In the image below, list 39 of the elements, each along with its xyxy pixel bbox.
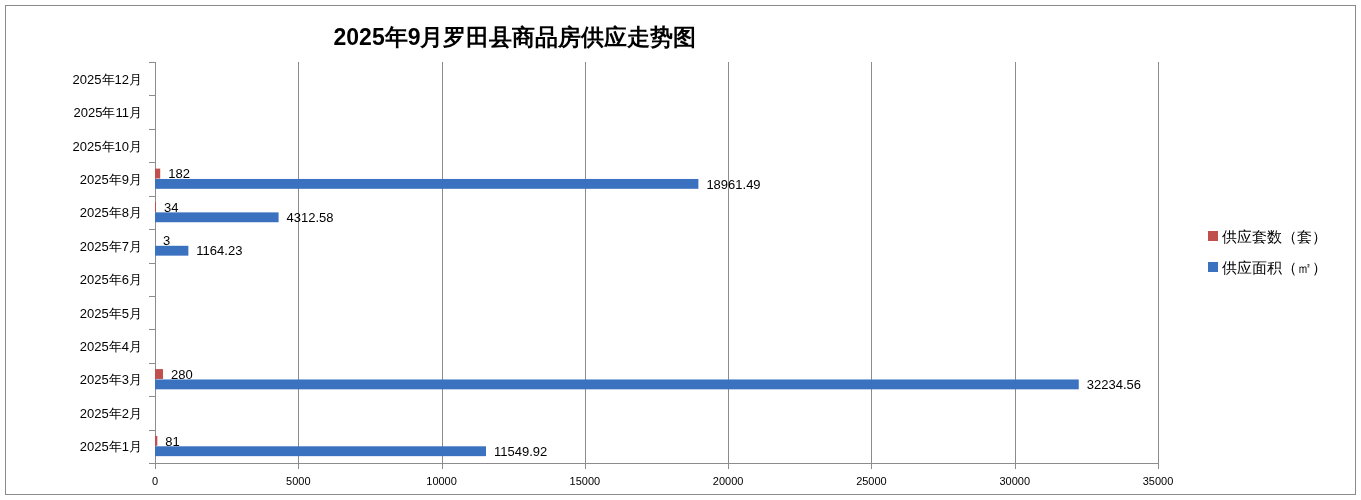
data-label: 3 — [163, 233, 171, 249]
y-tick-label: 2025年11月 — [73, 105, 142, 121]
bar — [155, 379, 1079, 390]
x-tick-label: 25000 — [856, 475, 887, 487]
x-tick-label: 30000 — [999, 475, 1031, 487]
data-label: 11549.92 — [493, 443, 548, 459]
y-tick-label: 2025年3月 — [79, 372, 142, 388]
y-tick-label: 2025年7月 — [79, 238, 142, 254]
y-tick-label: 2025年1月 — [79, 439, 142, 455]
y-tick-label: 2025年6月 — [79, 272, 142, 288]
chart-title: 2025年9月罗田县商品房供应走势图 — [333, 24, 697, 50]
bar — [155, 178, 699, 189]
data-label: 81 — [165, 433, 180, 449]
x-tick-label: 10000 — [426, 475, 457, 487]
x-tick-label: 15000 — [569, 475, 601, 487]
data-label: 34 — [163, 199, 179, 215]
data-label: 18961.49 — [706, 176, 761, 192]
bar — [155, 245, 189, 256]
data-label: 4312.58 — [286, 210, 334, 226]
y-tick-label: 2025年9月 — [79, 171, 142, 187]
y-tick-label: 2025年10月 — [72, 138, 142, 154]
data-label: 280 — [171, 366, 193, 382]
bar — [155, 446, 486, 457]
x-tick-label: 0 — [151, 475, 159, 487]
y-tick-label: 2025年4月 — [79, 339, 142, 355]
legend-label: 供应套数（套） — [1222, 228, 1327, 245]
y-tick-label: 2025年12月 — [72, 71, 142, 87]
bar — [155, 369, 164, 379]
x-tick-label: 5000 — [286, 475, 311, 487]
x-tick-label: 20000 — [712, 475, 744, 487]
y-tick-label: 2025年8月 — [79, 205, 142, 221]
y-tick-label: 2025年5月 — [79, 305, 142, 321]
x-tick-label: 35000 — [1142, 475, 1174, 487]
data-label: 32234.56 — [1086, 377, 1141, 393]
y-tick-label: 2025年2月 — [79, 405, 142, 421]
data-label: 182 — [168, 166, 190, 182]
bar — [155, 212, 279, 223]
data-label: 1164.23 — [196, 243, 243, 259]
legend-label: 供应面积（㎡） — [1222, 259, 1327, 276]
